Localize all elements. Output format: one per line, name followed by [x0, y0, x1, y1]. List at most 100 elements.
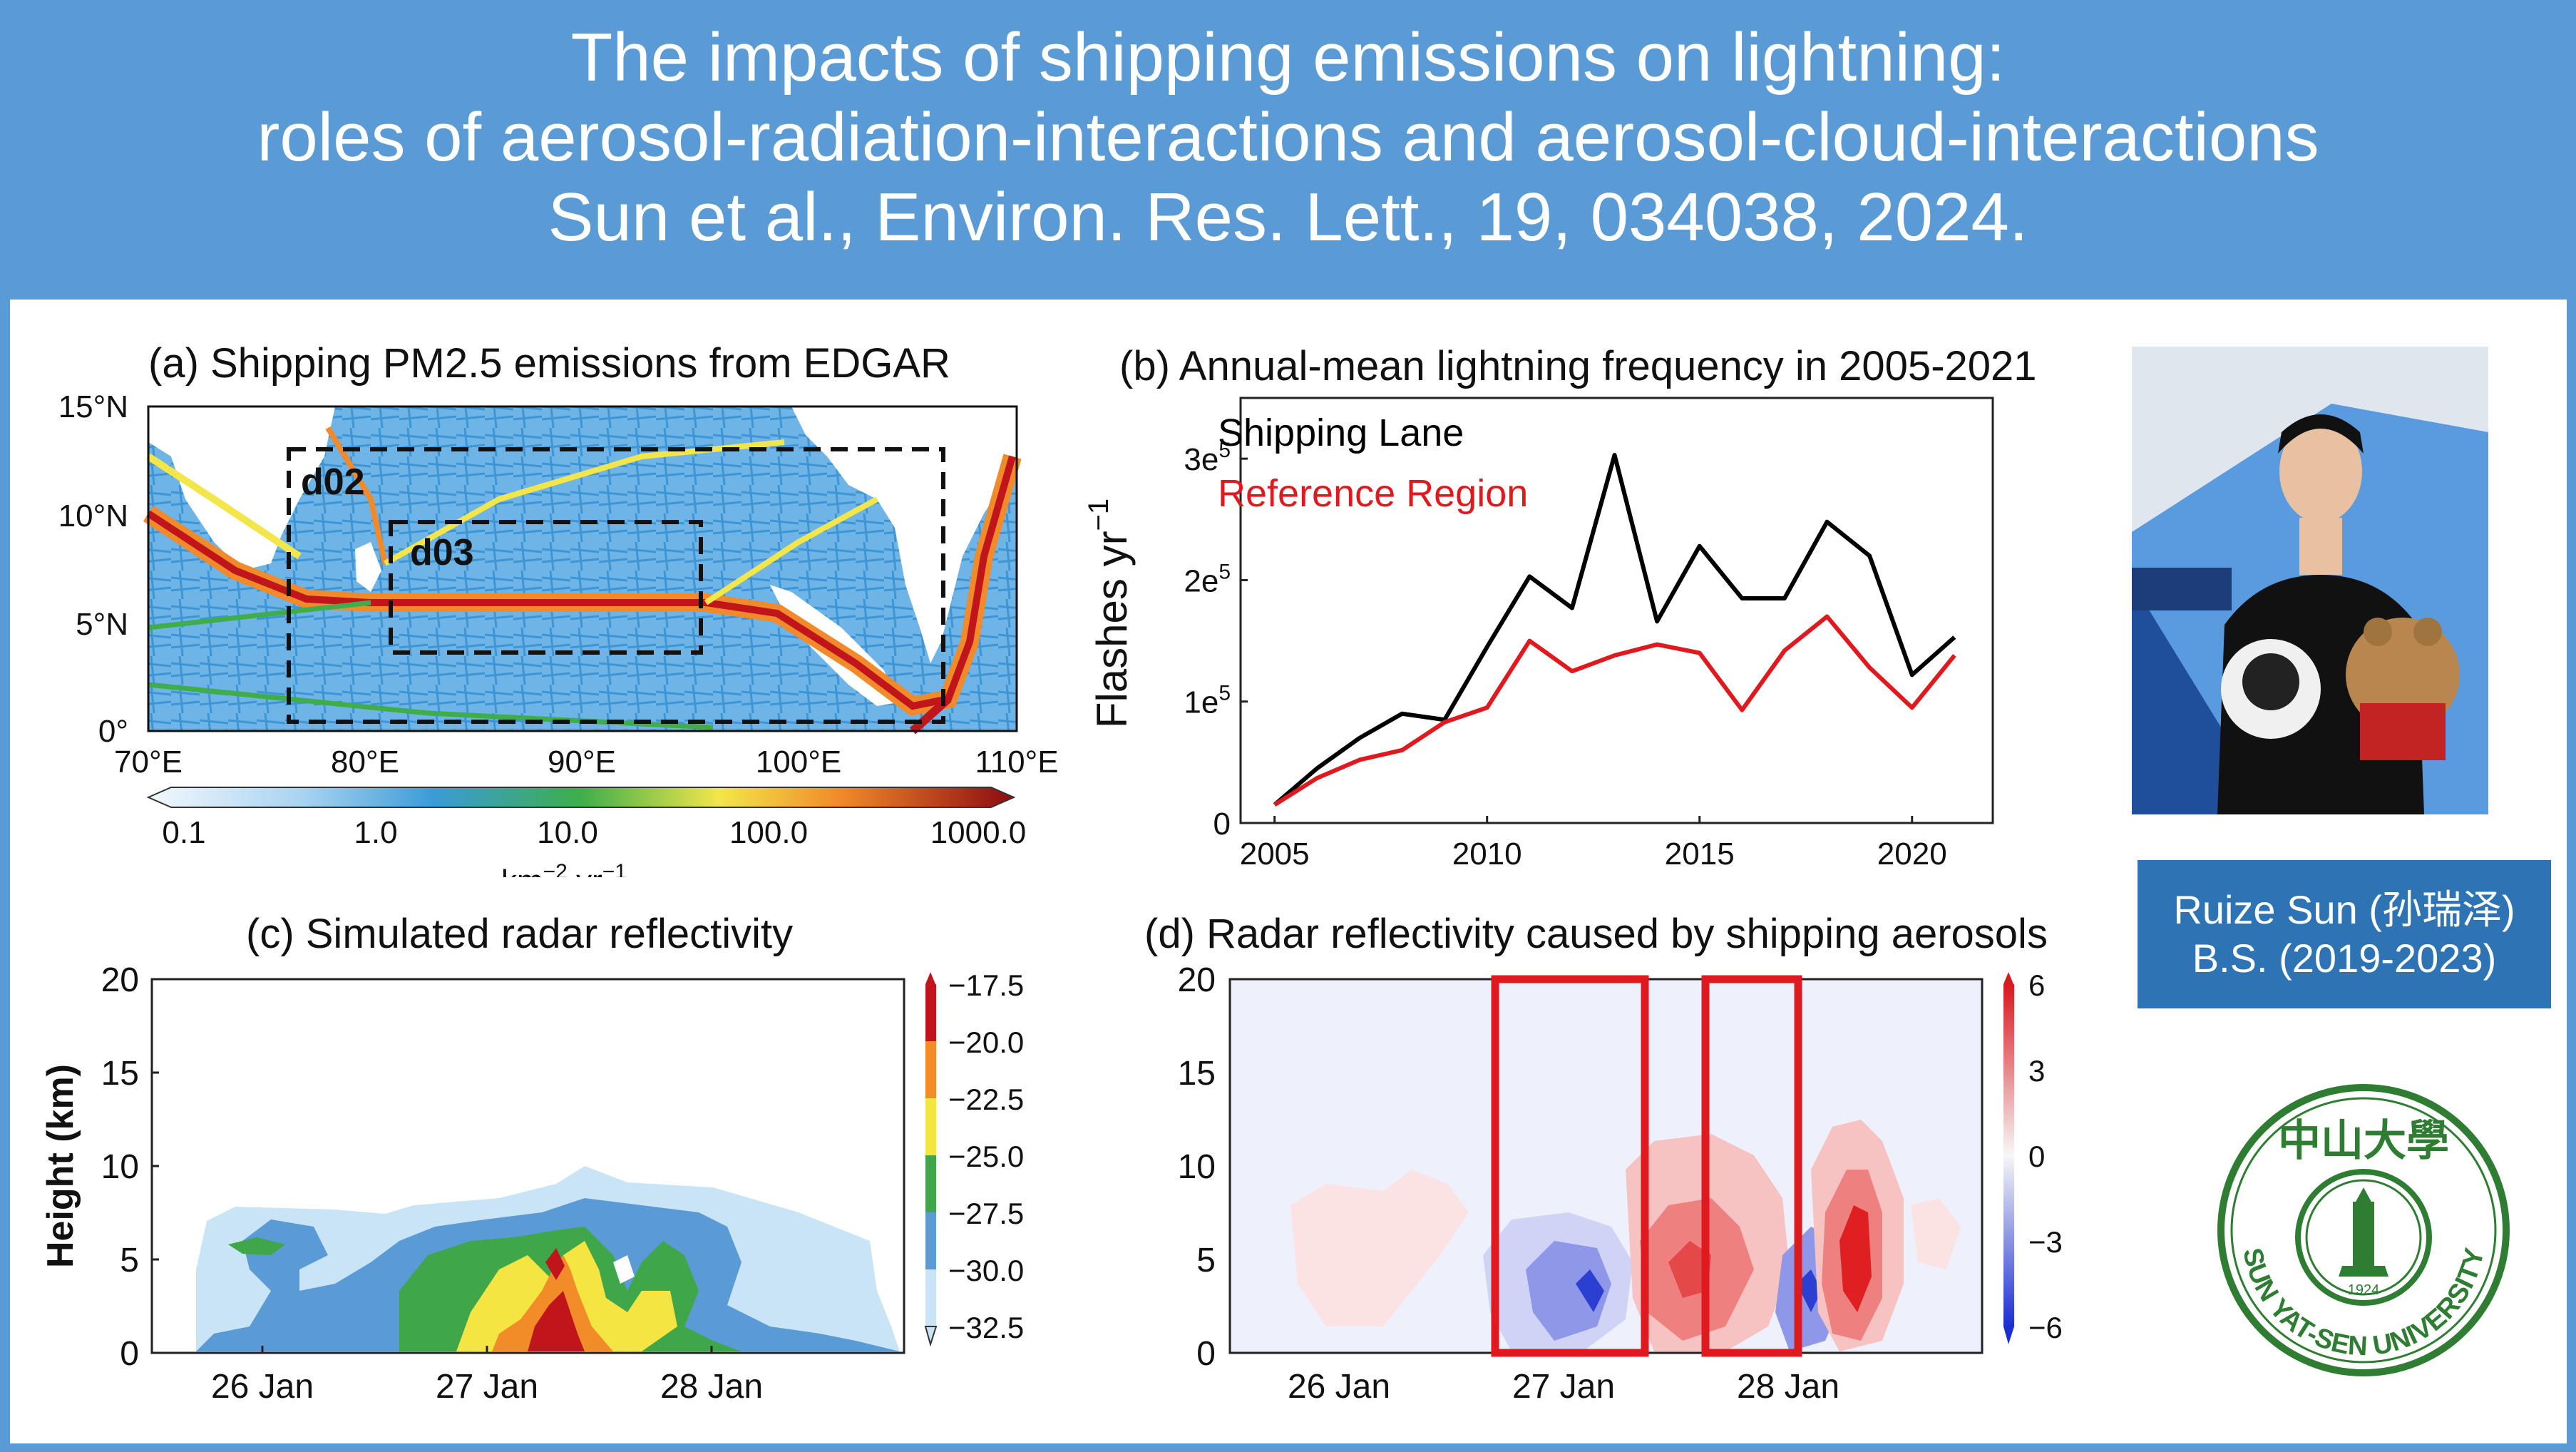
lat-tick: 5°N [76, 607, 128, 642]
d-contour-weak-pos4 [1911, 1198, 1961, 1269]
panel-b-title: (b) Annual-mean lightning frequency in 2… [1119, 343, 2037, 389]
legend-shipping-lane: Shipping Lane [1218, 411, 1464, 454]
colorbar-tick: 1000.0 [930, 815, 1027, 850]
d-ytick: 0 [1196, 1335, 1216, 1373]
c-cbar-tick: −27.5 [948, 1197, 1024, 1230]
d-cbar-tick: −6 [2028, 1311, 2063, 1344]
map-lane-myanmar [704, 496, 878, 605]
lat-tick: 0° [98, 714, 128, 749]
c-cbar-tick: −20.0 [948, 1026, 1024, 1059]
map-frame [147, 405, 1018, 732]
d-highlight-box-2 [1701, 975, 1802, 1357]
map-d03-label: d03 [410, 532, 474, 573]
c-contour-lv6 [528, 1248, 585, 1351]
map-lane-bay [325, 426, 388, 564]
d-cbar-tick: −3 [2028, 1225, 2063, 1259]
b-ytick: 2e5 [1184, 560, 1231, 598]
author-photo [2132, 347, 2488, 814]
lon-tick: 100°E [756, 745, 841, 779]
b-ytick: 1e5 [1184, 682, 1231, 720]
map-d02-label: d02 [301, 461, 365, 503]
d-ytick: 5 [1196, 1242, 1216, 1279]
panel-b-chart: 0 1e5 2e5 3e5 2005 2010 2015 2020 Flashes yr−1… [1083, 397, 1994, 871]
c-cbar-tick: −17.5 [948, 968, 1024, 1002]
d-contour-strong-neg1 [1576, 1269, 1604, 1312]
d-contour-weak-pos [1290, 1170, 1469, 1326]
c-cbar-tick: −32.5 [948, 1311, 1024, 1344]
c-ytick: 5 [120, 1242, 139, 1279]
c-cbar-tick: −22.5 [948, 1083, 1024, 1116]
c-ytick: 10 [101, 1148, 139, 1186]
b-xtick: 2020 [1877, 837, 1947, 871]
panel-a-map: d02 d03 15°N 10°N 5°N 0° 70°E 80°E 90°E … [58, 389, 1059, 877]
d-cbar-tick: 0 [2028, 1140, 2045, 1173]
c-ytick: 20 [101, 961, 139, 999]
b-xtick: 2005 [1240, 837, 1310, 871]
c-colorbar [924, 972, 938, 1347]
c-cbar-tick: −30.0 [948, 1254, 1024, 1287]
title-line-1: The impacts of shipping emissions on lig… [570, 19, 2006, 96]
author-photo-illustration [2132, 347, 2488, 814]
c-xtick: 27 Jan [436, 1368, 538, 1406]
logo-chars: 中山大學 [2278, 1117, 2449, 1165]
lon-tick: 70°E [114, 745, 183, 779]
series-line-shipping-lane [1273, 453, 1956, 807]
map-domain-d02 [287, 447, 945, 724]
c-ytick: 0 [120, 1335, 139, 1373]
b-ytick: 3e5 [1184, 439, 1231, 477]
d-cbar-arrow-bottom [2003, 1326, 2014, 1344]
panel-d-chart: 20 15 10 5 0 26 Jan 27 Jan 28 Jan 6 3 0 … [1178, 961, 2063, 1406]
series-line-reference-region [1273, 614, 1956, 807]
legend-reference-region: Reference Region [1218, 472, 1528, 515]
d-cbar-tick: 6 [2028, 968, 2045, 1002]
lon-tick: 110°E [975, 745, 1058, 779]
map-land-seasia [791, 407, 1017, 663]
citation-line: Sun et al., Environ. Res. Lett., 19, 034… [548, 179, 2028, 255]
logo-year: 1924 [2348, 1282, 2380, 1298]
panel-d-title: (d) Radar reflectivity caused by shippin… [1144, 911, 2048, 957]
c-contour-lv3a [228, 1237, 285, 1255]
d-highlight-box-1 [1491, 975, 1649, 1357]
author-degree: B.S. (2019-2023) [2192, 936, 2497, 981]
lon-tick: 80°E [331, 745, 399, 779]
lon-tick: 90°E [548, 745, 616, 779]
b-xtick: 2010 [1452, 837, 1522, 871]
map-lane-core [146, 455, 1016, 710]
lat-tick: 10°N [58, 499, 128, 533]
sysu-logo: 1924 中山大學 SUN YAT-SEN UNIVERSITY [2214, 1080, 2513, 1380]
c-ylabel: Height (km) [40, 1064, 81, 1268]
colorbar-tick: 0.1 [162, 815, 205, 850]
panel-c-title: (c) Simulated radar reflectivity [246, 911, 794, 957]
d-colorbar [2003, 984, 2014, 1326]
b-xtick: 2015 [1665, 837, 1735, 871]
d-contour-mid-neg1 [1526, 1241, 1611, 1341]
c-ytick: 15 [101, 1055, 139, 1093]
colorbar-tick: 1.0 [354, 815, 397, 850]
c-contour-hole [613, 1255, 635, 1284]
colorbar-unit: km−2 yr−1 [501, 860, 627, 877]
d-xtick: 27 Jan [1512, 1368, 1615, 1406]
map-lane-north [384, 439, 785, 566]
d-ytick: 10 [1178, 1148, 1216, 1186]
map-colorbar [146, 787, 1016, 808]
colorbar-tick: 10.0 [537, 815, 598, 850]
panel-c-chart: 20 15 10 5 0 26 Jan 27 Jan 28 Jan Height… [40, 961, 1024, 1406]
map-lane-arabian [146, 453, 302, 560]
map-domain-d03 [389, 520, 703, 655]
c-cbar-tick: −25.0 [948, 1140, 1024, 1173]
author-name: Ruize Sun (孙瑞泽) [2173, 887, 2515, 932]
b-ytick: 0 [1213, 807, 1231, 842]
title-line-2: roles of aerosol-radiation-interactions … [257, 99, 2319, 175]
author-name-box: Ruize Sun (孙瑞泽) B.S. (2019-2023) [2138, 860, 2551, 1008]
sysu-seal: 1924 中山大學 SUN YAT-SEN UNIVERSITY [2217, 1084, 2510, 1376]
d-contour-strong-pos3 [1839, 1205, 1872, 1312]
d-xtick: 28 Jan [1737, 1368, 1839, 1406]
d-contour-strong-neg2 [1797, 1269, 1822, 1312]
colorbar-tick: 100.0 [729, 815, 808, 850]
panel-b-ylabel: Flashes yr−1 [1083, 499, 1136, 728]
c-xtick: 28 Jan [660, 1368, 763, 1406]
d-contour-strong-pos2 [1668, 1241, 1711, 1298]
map-land-srilanka [355, 542, 381, 592]
d-cbar-tick: 3 [2028, 1054, 2045, 1088]
header-banner: The impacts of shipping emissions on lig… [0, 0, 2576, 298]
